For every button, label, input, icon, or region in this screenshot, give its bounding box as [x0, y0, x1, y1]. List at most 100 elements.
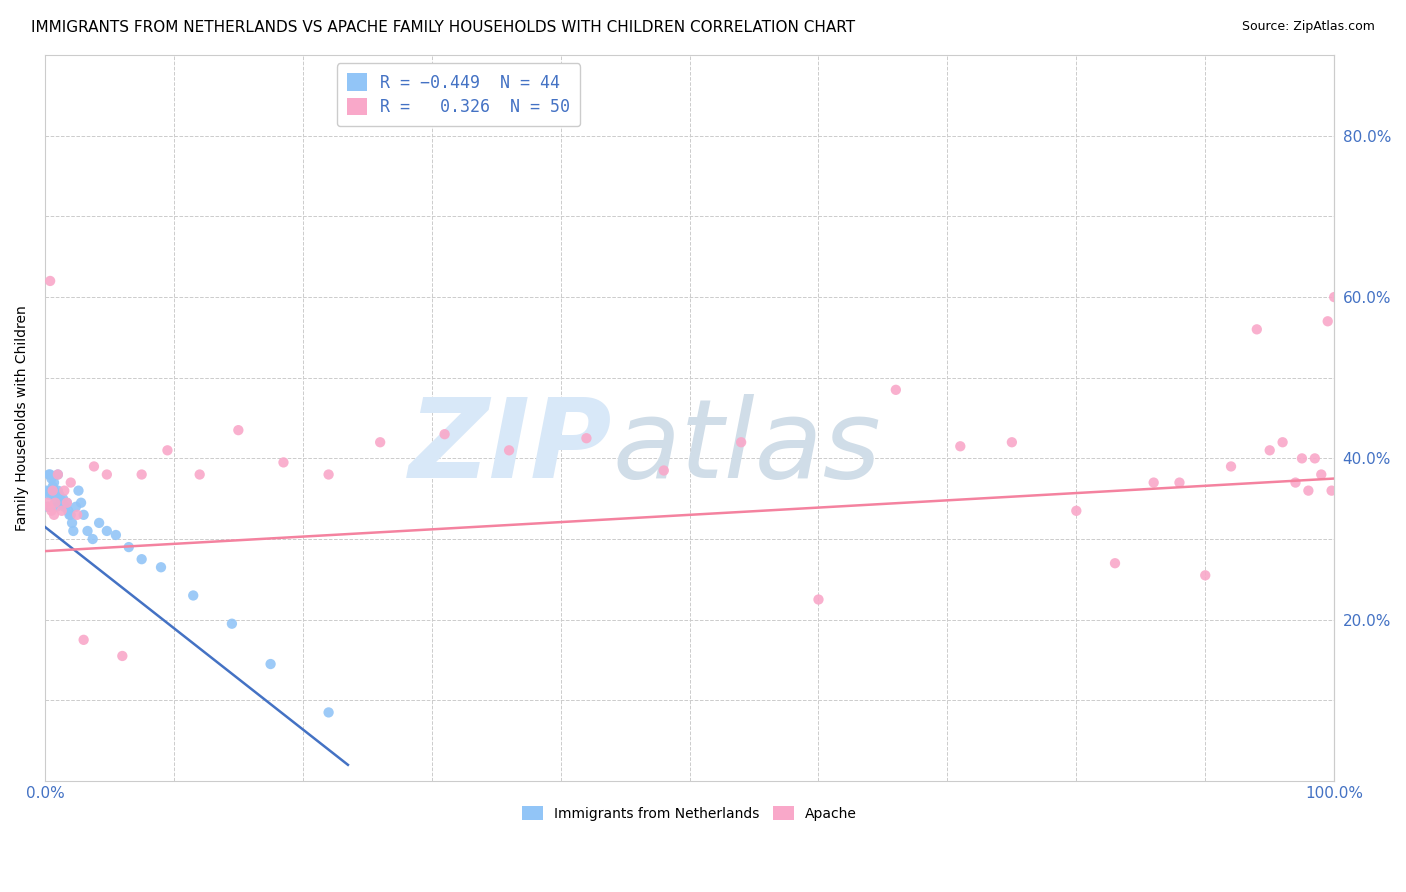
Point — [38, 500, 60, 514]
Point — [39, 274, 62, 288]
Point — [498, 443, 520, 458]
Point — [62, 524, 84, 538]
Point — [58, 508, 80, 522]
Point — [1310, 467, 1333, 482]
Point — [318, 706, 340, 720]
Point — [111, 648, 134, 663]
Point — [39, 467, 62, 482]
Point — [1104, 556, 1126, 570]
Point — [1284, 475, 1306, 490]
Point — [53, 483, 76, 498]
Point — [41, 504, 63, 518]
Point — [46, 467, 69, 482]
Point — [56, 504, 79, 518]
Point — [949, 439, 972, 453]
Point — [56, 496, 79, 510]
Point — [1246, 322, 1268, 336]
Point — [150, 560, 173, 574]
Point — [730, 435, 752, 450]
Point — [72, 632, 94, 647]
Legend: Immigrants from Netherlands, Apache: Immigrants from Netherlands, Apache — [516, 800, 863, 826]
Point — [41, 488, 63, 502]
Point — [39, 483, 62, 498]
Point — [96, 467, 118, 482]
Point — [1194, 568, 1216, 582]
Point — [46, 483, 69, 498]
Point — [1316, 314, 1339, 328]
Point — [56, 496, 79, 510]
Point — [104, 528, 127, 542]
Point — [188, 467, 211, 482]
Point — [83, 459, 105, 474]
Point — [118, 540, 141, 554]
Point — [1320, 483, 1343, 498]
Point — [221, 616, 243, 631]
Point — [1220, 459, 1243, 474]
Point — [368, 435, 391, 450]
Point — [1258, 443, 1281, 458]
Text: IMMIGRANTS FROM NETHERLANDS VS APACHE FAMILY HOUSEHOLDS WITH CHILDREN CORRELATIO: IMMIGRANTS FROM NETHERLANDS VS APACHE FA… — [31, 20, 855, 35]
Point — [51, 496, 73, 510]
Point — [41, 480, 63, 494]
Point — [41, 483, 63, 498]
Point — [65, 500, 87, 514]
Point — [1066, 504, 1088, 518]
Text: atlas: atlas — [612, 393, 880, 500]
Point — [1168, 475, 1191, 490]
Point — [42, 508, 65, 522]
Point — [807, 592, 830, 607]
Y-axis label: Family Households with Children: Family Households with Children — [15, 305, 30, 531]
Point — [70, 496, 93, 510]
Point — [76, 524, 98, 538]
Point — [42, 475, 65, 490]
Point — [1143, 475, 1166, 490]
Point — [1323, 290, 1346, 304]
Point — [37, 496, 59, 510]
Point — [96, 524, 118, 538]
Point — [52, 491, 75, 506]
Point — [1271, 435, 1294, 450]
Point — [42, 483, 65, 498]
Point — [82, 532, 104, 546]
Point — [1298, 483, 1320, 498]
Point — [49, 491, 72, 506]
Point — [38, 467, 60, 482]
Point — [131, 467, 153, 482]
Point — [59, 508, 82, 522]
Point — [66, 508, 89, 522]
Point — [67, 483, 90, 498]
Point — [72, 508, 94, 522]
Point — [1001, 435, 1024, 450]
Point — [575, 431, 598, 445]
Point — [51, 504, 73, 518]
Point — [48, 488, 70, 502]
Point — [38, 488, 60, 502]
Point — [46, 467, 69, 482]
Point — [44, 496, 66, 510]
Point — [44, 496, 66, 510]
Point — [652, 463, 675, 477]
Text: Source: ZipAtlas.com: Source: ZipAtlas.com — [1241, 20, 1375, 33]
Point — [87, 516, 110, 530]
Point — [259, 657, 281, 671]
Point — [53, 500, 76, 514]
Point — [1291, 451, 1313, 466]
Point — [35, 483, 58, 498]
Point — [1303, 451, 1326, 466]
Point — [37, 500, 59, 514]
Point — [44, 488, 66, 502]
Point — [318, 467, 340, 482]
Point — [884, 383, 907, 397]
Point — [45, 500, 67, 514]
Point — [60, 516, 83, 530]
Point — [55, 500, 77, 514]
Point — [228, 423, 250, 437]
Point — [181, 589, 204, 603]
Point — [41, 471, 63, 485]
Point — [156, 443, 179, 458]
Point — [59, 475, 82, 490]
Point — [131, 552, 153, 566]
Text: ZIP: ZIP — [409, 393, 612, 500]
Point — [433, 427, 456, 442]
Point — [273, 455, 295, 469]
